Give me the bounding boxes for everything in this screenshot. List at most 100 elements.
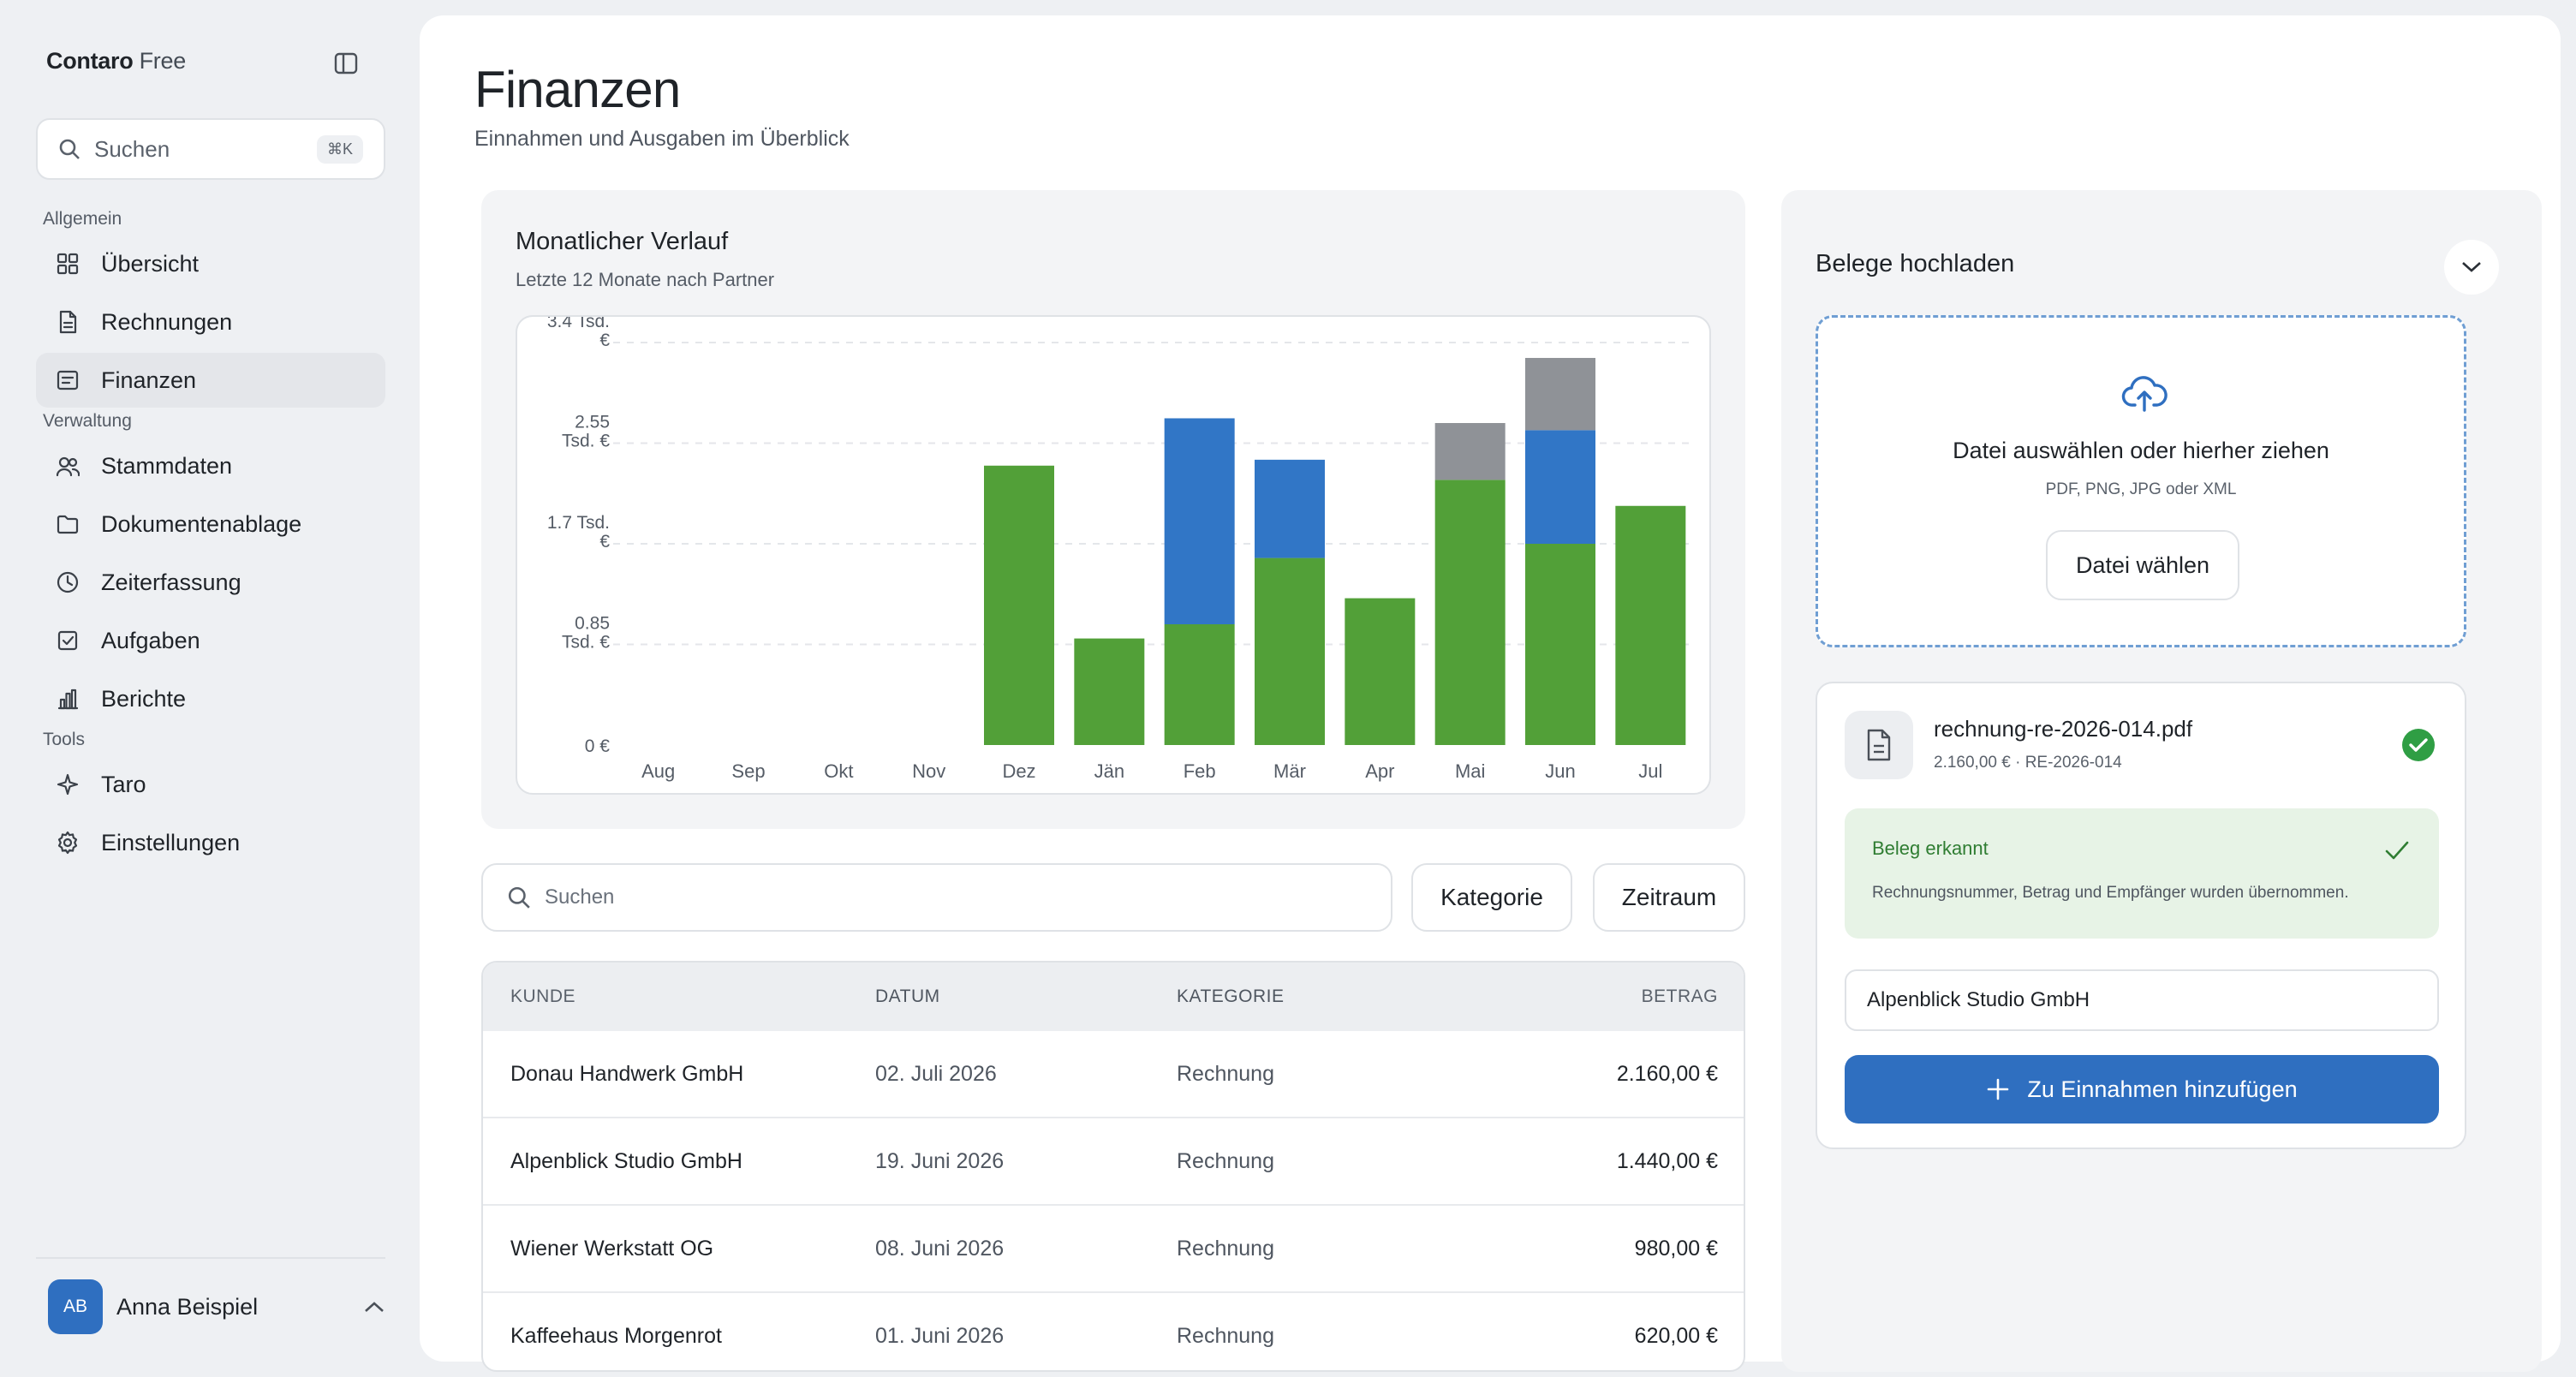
header-betrag[interactable]: BETRAG	[1641, 987, 1718, 1006]
cell-kunde: Wiener Werkstatt OG	[510, 1236, 714, 1261]
sidebar-item-finanzen[interactable]: Finanzen	[36, 353, 385, 408]
search-icon	[508, 886, 530, 909]
chart-subtitle: Letzte 12 Monate nach Partner	[516, 269, 775, 290]
cell-betrag: 620,00 €	[1634, 1323, 1718, 1348]
table-row[interactable]: Donau Handwerk GmbH 02. Juli 2026 Rechnu…	[483, 1031, 1744, 1118]
recipient-input[interactable]: Alpenblick Studio GmbH	[1845, 969, 2439, 1031]
cloud-upload-icon	[2121, 376, 2168, 412]
period-filter-button[interactable]: Zeitraum	[1593, 863, 1745, 932]
section-label-allgemein: Allgemein	[43, 209, 122, 229]
bar-Feb-series-1[interactable]	[1164, 418, 1235, 624]
sidebar-item-taro[interactable]: Taro	[36, 757, 385, 812]
table-header: KUNDE DATUM KATEGORIE BETRAG	[483, 963, 1744, 1031]
x-tick-label: Mär	[1273, 760, 1306, 782]
recognition-title: Beleg erkannt	[1872, 838, 1989, 859]
page-title: Finanzen	[474, 61, 681, 118]
user-name: Anna Beispiel	[116, 1293, 259, 1320]
avatar: AB	[48, 1279, 103, 1334]
sidebar-item-aufgaben[interactable]: Aufgaben	[36, 613, 385, 668]
bar-Apr-series-0[interactable]	[1345, 598, 1416, 745]
sidebar-search[interactable]: Suchen ⌘K	[36, 118, 385, 180]
sidebar-item-label: Zeiterfassung	[101, 569, 242, 595]
recognition-text: Rechnungsnummer, Betrag und Empfänger wu…	[1872, 884, 2349, 902]
file-dropzone[interactable]: Datei auswählen oder hierher ziehen PDF,…	[1816, 315, 2466, 647]
bar-Mai-series-2[interactable]	[1434, 423, 1506, 480]
bar-Jän-series-0[interactable]	[1074, 638, 1145, 745]
plan-label: Free	[139, 48, 187, 74]
sidebar-item-berichte[interactable]: Berichte	[36, 671, 385, 726]
sidebar-item-stammdaten[interactable]: Stammdaten	[36, 438, 385, 493]
clock-icon	[55, 569, 80, 595]
sidebar-item-zeiterfassung[interactable]: Zeiterfassung	[36, 555, 385, 610]
bar-Jul-series-0[interactable]	[1615, 505, 1686, 745]
users-icon	[55, 453, 80, 479]
sidebar-item-dokumentenablage[interactable]: Dokumentenablage	[36, 497, 385, 551]
check-icon	[2385, 841, 2409, 860]
table-row[interactable]: Kaffeehaus Morgenrot 01. Juni 2026 Rechn…	[483, 1293, 1744, 1370]
sidebar-item-label: Aufgaben	[101, 627, 200, 653]
sidebar-divider	[36, 1257, 385, 1259]
bar-Jun-series-1[interactable]	[1525, 430, 1595, 544]
bar-Dez-series-0[interactable]	[984, 465, 1054, 745]
sidebar-toggle-icon	[334, 52, 358, 75]
sidebar-search-label: Suchen	[94, 135, 170, 162]
sidebar-item-rechnungen[interactable]: Rechnungen	[36, 295, 385, 349]
sidebar-item-uebersicht[interactable]: Übersicht	[36, 236, 385, 291]
add-to-income-button[interactable]: Zu Einnahmen hinzufügen	[1845, 1055, 2439, 1124]
y-tick-label: €	[599, 532, 610, 551]
file-meta: 2.160,00 € · RE-2026-014	[1934, 754, 2122, 772]
sidebar-item-label: Taro	[101, 771, 146, 797]
bar-Mär-series-1[interactable]	[1255, 459, 1325, 558]
x-tick-label: Sep	[731, 760, 765, 782]
category-filter-button[interactable]: Kategorie	[1411, 863, 1572, 932]
bar-Mär-series-0[interactable]	[1255, 557, 1325, 745]
user-menu[interactable]: AB Anna Beispiel	[48, 1279, 385, 1334]
chevron-up-icon	[365, 1302, 384, 1312]
cell-kunde: Donau Handwerk GmbH	[510, 1061, 744, 1086]
gear-icon	[55, 830, 80, 855]
sidebar-toggle-button[interactable]	[331, 48, 361, 79]
file-document-icon	[1867, 729, 1891, 761]
header-kategorie[interactable]: KATEGORIE	[1177, 987, 1285, 1006]
cell-kategorie: Rechnung	[1177, 1148, 1274, 1173]
table-row[interactable]: Alpenblick Studio GmbH 19. Juni 2026 Rec…	[483, 1118, 1744, 1206]
y-tick-label: 2.55	[575, 413, 610, 432]
checkbox-icon	[55, 628, 80, 653]
x-tick-label: Apr	[1365, 760, 1394, 782]
file-thumbnail	[1845, 711, 1913, 779]
table-search-input[interactable]: Suchen	[481, 863, 1392, 932]
sidebar-item-label: Finanzen	[101, 367, 197, 393]
header-datum[interactable]: DATUM	[875, 987, 940, 1006]
file-name: rechnung-re-2026-014.pdf	[1934, 716, 2193, 742]
choose-file-button[interactable]: Datei wählen	[2046, 530, 2239, 600]
cell-datum: 08. Juni 2026	[875, 1236, 1005, 1261]
sidebar-item-einstellungen[interactable]: Einstellungen	[36, 815, 385, 870]
cell-kategorie: Rechnung	[1177, 1061, 1274, 1086]
bar-Jun-series-0[interactable]	[1525, 544, 1595, 745]
bar-Feb-series-0[interactable]	[1164, 624, 1235, 745]
brand-logo: Contaro Free	[46, 48, 186, 75]
bar-Jun-series-2[interactable]	[1525, 357, 1595, 431]
cell-kunde: Kaffeehaus Morgenrot	[510, 1323, 722, 1348]
cell-betrag: 2.160,00 €	[1616, 1061, 1718, 1086]
sidebar-item-label: Einstellungen	[101, 829, 241, 855]
bar-Mai-series-0[interactable]	[1434, 480, 1506, 745]
y-tick-label: 0 €	[585, 736, 611, 756]
sidebar: Contaro Free Suchen ⌘K Allgemein Übersich…	[0, 0, 420, 1377]
x-tick-label: Jän	[1094, 760, 1124, 782]
transactions-table: KUNDE DATUM KATEGORIE BETRAG Donau Handw…	[481, 961, 1745, 1372]
cell-betrag: 1.440,00 €	[1616, 1148, 1718, 1173]
y-tick-label: €	[599, 331, 610, 350]
chart-frame: 0 €0.85 Tsd. €1.7 Tsd. €2.55 Tsd. €3.4 Tsd.…	[516, 315, 1711, 795]
folder-icon	[55, 511, 80, 537]
collapse-upload-button[interactable]	[2444, 240, 2499, 295]
grid-icon	[55, 251, 80, 277]
y-tick-label: 0.85	[575, 614, 610, 634]
cell-datum: 02. Juli 2026	[875, 1061, 997, 1086]
uploaded-file-card: rechnung-re-2026-014.pdf 2.160,00 € · RE…	[1816, 682, 2466, 1149]
table-row[interactable]: Wiener Werkstatt OG 08. Juni 2026 Rechnu…	[483, 1206, 1744, 1293]
sparkle-icon	[55, 772, 80, 797]
header-kunde[interactable]: KUNDE	[510, 987, 576, 1006]
